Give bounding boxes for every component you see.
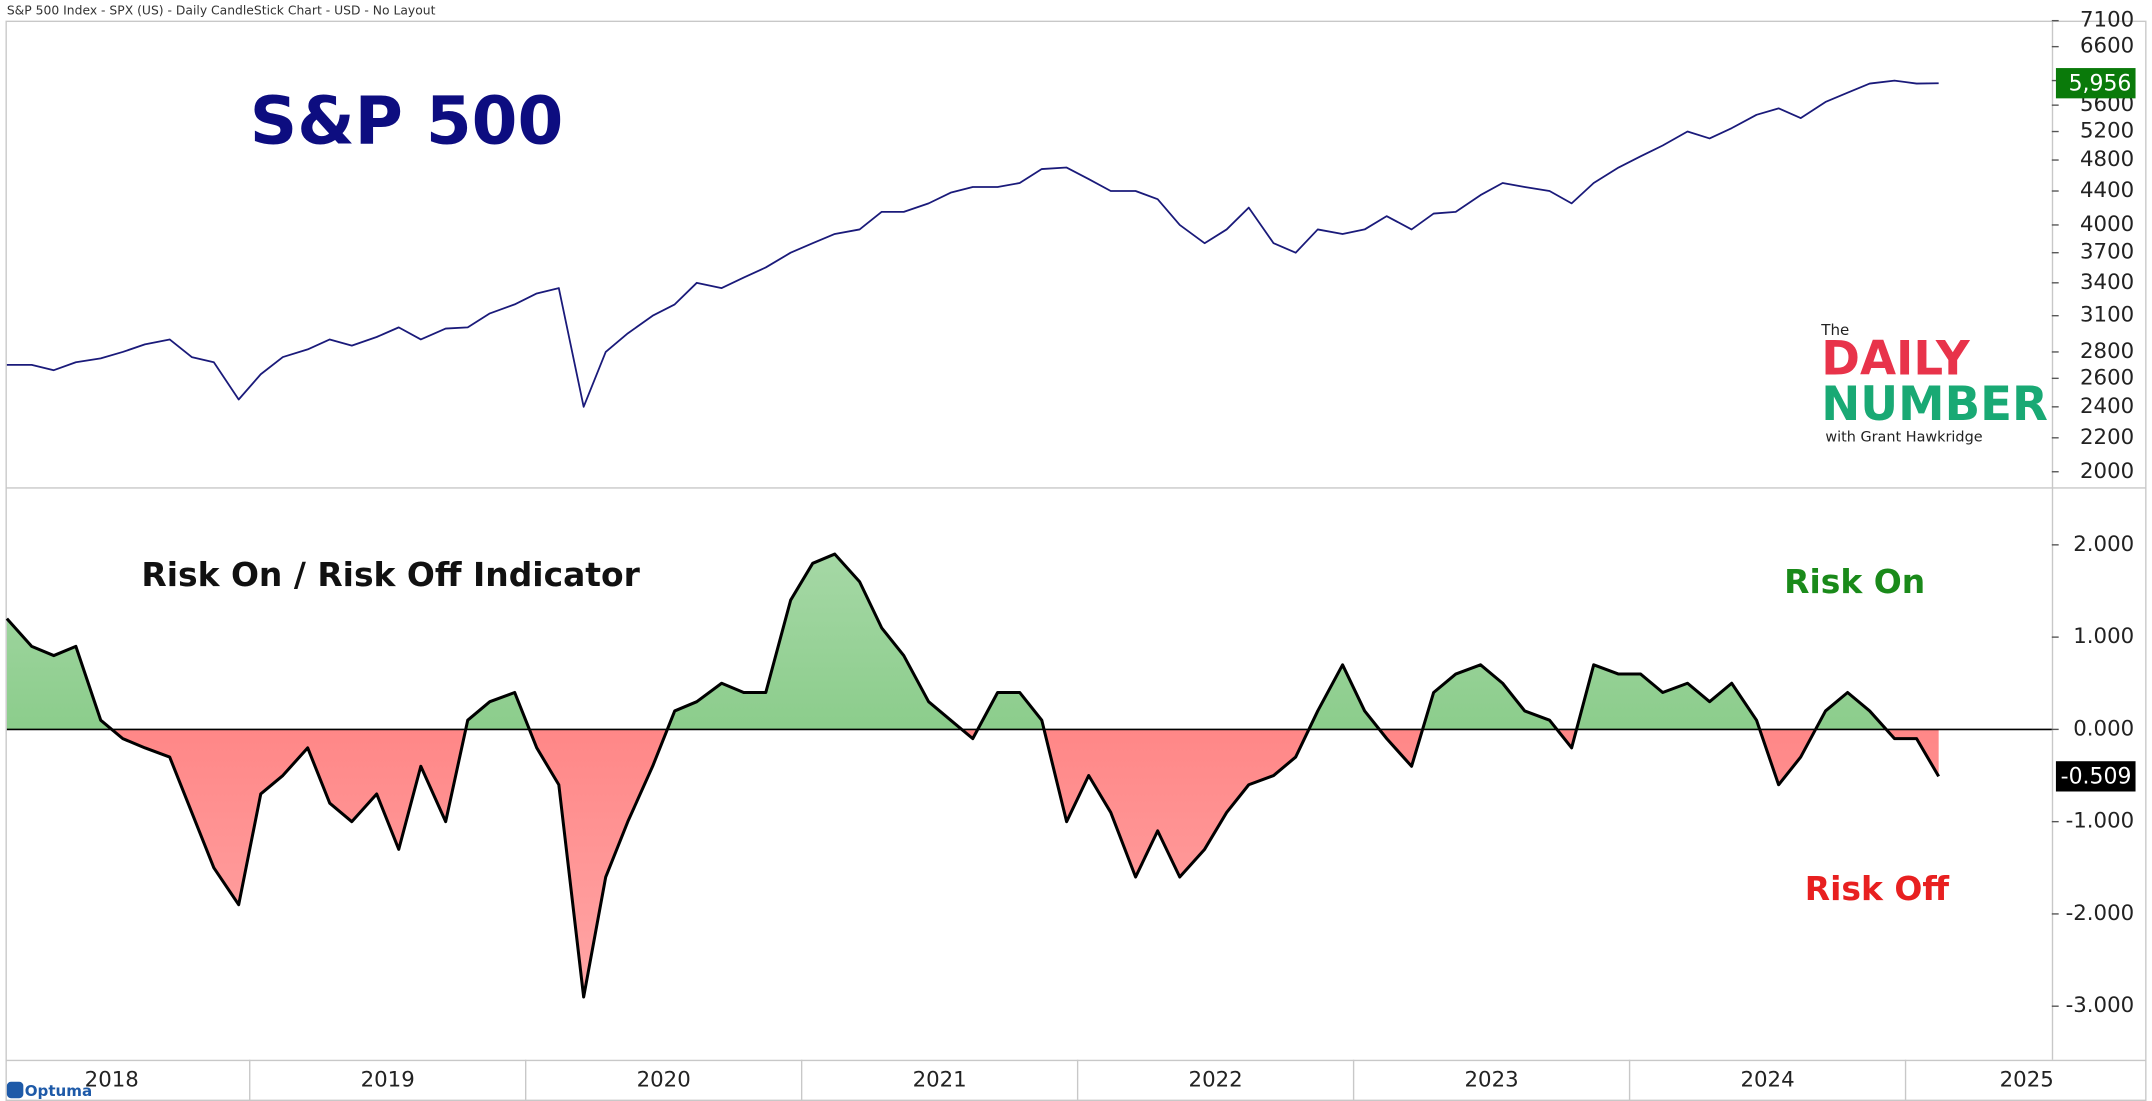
annotation: Risk Off (1805, 869, 1950, 908)
area-positive (6, 554, 1887, 730)
line (6, 79, 1939, 408)
last-value-box (2055, 68, 2136, 99)
x-tick-label: 2018 (85, 1067, 139, 1092)
line (5, 552, 1940, 999)
logo-text: The (1820, 321, 1849, 339)
footer: Optuma (25, 1082, 93, 1100)
logo-text: NUMBER (1821, 378, 2048, 432)
y-tick-label: 3700 (2080, 240, 2134, 265)
x-tick-label: 2019 (361, 1067, 415, 1092)
y-tick-label: -3.000 (2066, 993, 2135, 1018)
frame (5, 20, 2147, 1101)
y-tick-label: 5200 (2080, 119, 2134, 144)
x-tick-label: 2024 (1740, 1067, 1794, 1092)
last-value-box (2055, 761, 2136, 792)
y-tick-label: -1.000 (2066, 809, 2135, 834)
logo-text: with Grant Hawkridge (1825, 430, 1982, 446)
logo-text: DAILY (1821, 332, 1971, 386)
y-tick-label: 2000 (2080, 459, 2134, 484)
x-tick-label: 2022 (1189, 1067, 1243, 1092)
y-tick-label: 6600 (2080, 34, 2134, 59)
y-tick-label: 2.000 (2073, 532, 2134, 557)
y-tick-label: 2600 (2080, 365, 2134, 390)
x-tick-label: 2021 (913, 1067, 967, 1092)
last-value-label: -0.509 (2061, 765, 2132, 790)
y-tick-label: 4800 (2080, 147, 2134, 172)
y-tick-label: 3400 (2080, 270, 2134, 295)
y-tick-label: 2200 (2080, 425, 2134, 450)
y-tick-label: 4000 (2080, 212, 2134, 237)
y-tick-label: 3100 (2080, 303, 2134, 328)
x-tick-label: 2025 (2000, 1067, 2054, 1092)
annotation: Risk On (1784, 562, 1925, 601)
y-tick-label: 2800 (2080, 339, 2134, 364)
y-tick-label: -2.000 (2066, 901, 2135, 926)
x-tick-label: 2023 (1465, 1067, 1519, 1092)
chart-title: Risk On / Risk Off Indicator (141, 555, 640, 594)
y-tick-label: 2400 (2080, 394, 2134, 419)
y-tick-label: 4400 (2080, 178, 2134, 203)
last-value-label: 5,956 (2069, 72, 2132, 97)
area-negative (6, 729, 1939, 997)
y-tick-label: 0.000 (2073, 716, 2134, 741)
header: S&P 500 Index - SPX (US) - Daily CandleS… (7, 3, 436, 17)
footer-icon (6, 1081, 24, 1099)
x-tick-label: 2020 (637, 1067, 691, 1092)
y-tick-label: 1.000 (2073, 624, 2134, 649)
chart-title: S&P 500 (250, 82, 564, 159)
y-tick-label: 7100 (2080, 8, 2134, 33)
